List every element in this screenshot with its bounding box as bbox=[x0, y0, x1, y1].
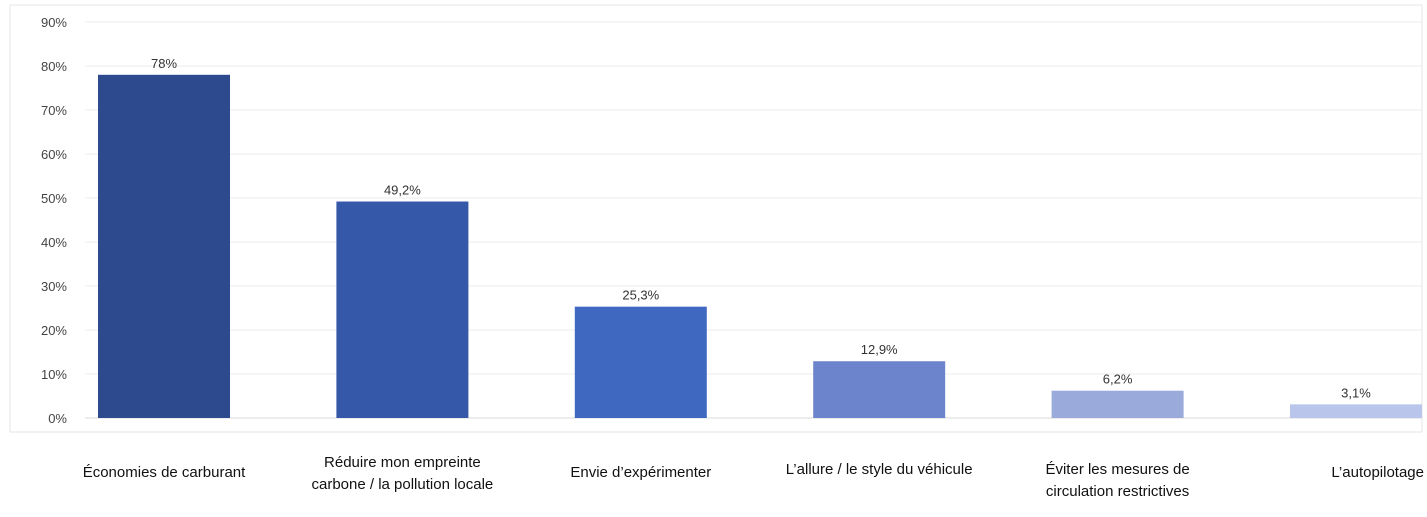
bar-value-label: 6,2% bbox=[1103, 372, 1133, 387]
y-tick-label: 20% bbox=[41, 323, 67, 338]
bar bbox=[336, 201, 469, 418]
bar-value-label: 78% bbox=[151, 56, 177, 71]
bar-value-label: 12,9% bbox=[861, 342, 898, 357]
y-tick-label: 40% bbox=[41, 235, 67, 250]
bar bbox=[98, 74, 230, 419]
bar bbox=[813, 361, 946, 418]
bar bbox=[1290, 404, 1422, 418]
bar-value-label: 49,2% bbox=[384, 183, 421, 198]
x-category-label: Économies de carburant bbox=[82, 464, 246, 481]
data-labels: 78% 49,2% 25,3% 12,9% 6,2% 3,1% bbox=[151, 56, 1371, 401]
bar-value-label: 25,3% bbox=[622, 288, 659, 303]
y-tick-label: 60% bbox=[41, 147, 67, 162]
bar bbox=[1051, 390, 1184, 418]
bars bbox=[98, 74, 1422, 419]
grid-lines bbox=[85, 21, 1422, 419]
x-category-label: Éviter les mesures de circulation restri… bbox=[1045, 461, 1190, 500]
y-axis-ticks: 0% 10% 20% 30% 40% 50% 60% 70% 80% 90% bbox=[41, 15, 67, 426]
x-category-label: L’autopilotage bbox=[1331, 464, 1424, 481]
x-category-label: L’allure / le style du véhicule bbox=[785, 461, 973, 478]
y-tick-label: 50% bbox=[41, 191, 67, 206]
y-tick-label: 30% bbox=[41, 279, 67, 294]
x-category-label: Envie d’expérimenter bbox=[570, 464, 712, 481]
y-tick-label: 0% bbox=[48, 411, 67, 426]
y-tick-label: 10% bbox=[41, 367, 67, 382]
bar bbox=[574, 306, 707, 418]
y-tick-label: 70% bbox=[41, 103, 67, 118]
y-tick-label: 90% bbox=[41, 15, 67, 30]
plot-area-border bbox=[9, 4, 1423, 433]
x-category-label: Réduire mon empreinte carbone / la pollu… bbox=[311, 454, 494, 493]
y-tick-label: 80% bbox=[41, 59, 67, 74]
bar-value-label: 3,1% bbox=[1341, 385, 1371, 400]
